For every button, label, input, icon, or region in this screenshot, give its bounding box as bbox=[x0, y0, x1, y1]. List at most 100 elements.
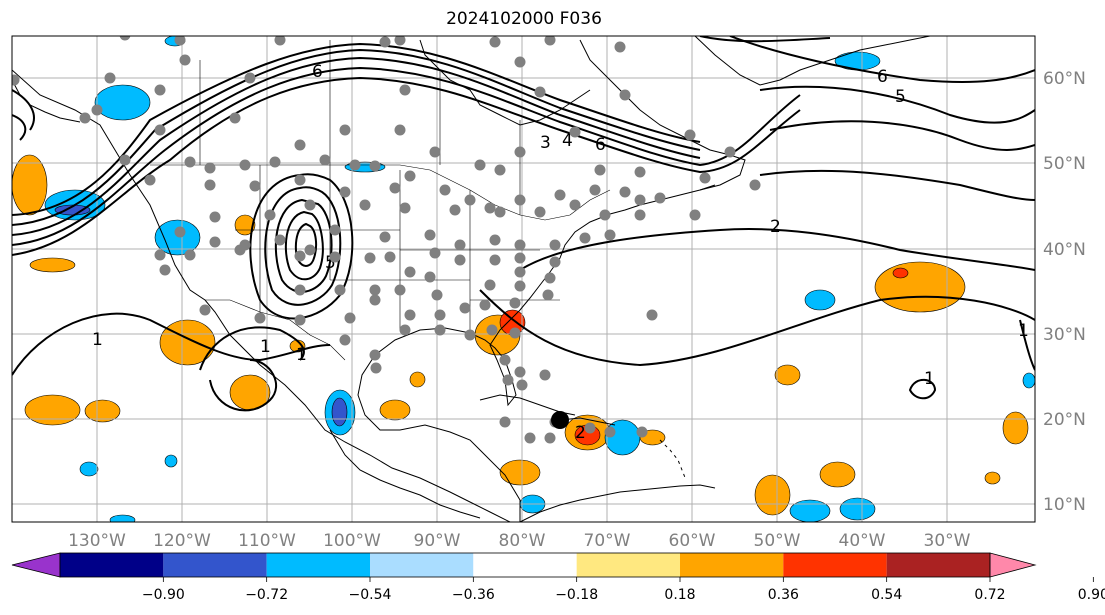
anomaly-fill-blob bbox=[604, 419, 641, 456]
station-dot bbox=[404, 170, 416, 182]
colorbar-label: 0.18 bbox=[664, 587, 695, 603]
contour-low-outer bbox=[249, 173, 354, 320]
contours bbox=[12, 36, 1035, 412]
station-dot bbox=[209, 211, 221, 223]
contour-low-2 bbox=[264, 186, 342, 306]
station-dot bbox=[499, 354, 511, 366]
anomaly-fill-blob bbox=[164, 454, 178, 468]
anomaly-fill-blob bbox=[24, 394, 81, 426]
contour-label: 1 bbox=[1018, 321, 1029, 341]
lon-tick-label: 60°W bbox=[669, 531, 716, 551]
station-dot bbox=[329, 224, 341, 236]
station-dot bbox=[474, 159, 486, 171]
station-dot bbox=[434, 309, 446, 321]
contour-label: 4 bbox=[562, 131, 573, 151]
latitude-tick-labels: 60°N 50°N 40°N 30°N 20°N 10°N bbox=[1043, 69, 1086, 515]
station-dot bbox=[209, 236, 221, 248]
contour-label: 6 bbox=[312, 62, 323, 82]
station-dot bbox=[524, 432, 536, 444]
station-dot bbox=[294, 314, 306, 326]
station-dot bbox=[514, 56, 526, 68]
colorbar-segment bbox=[576, 553, 680, 577]
lon-tick-label: 120°W bbox=[153, 531, 211, 551]
station-dot bbox=[349, 159, 361, 171]
contour-label: 1 bbox=[92, 330, 103, 350]
station-dot bbox=[104, 72, 116, 84]
anomaly-fill-blob bbox=[984, 471, 1001, 485]
station-dot bbox=[459, 302, 471, 314]
anomaly-fill-blob bbox=[499, 459, 541, 486]
station-dot bbox=[370, 362, 382, 374]
anomaly-fill-blob bbox=[774, 364, 801, 386]
station-dot bbox=[91, 104, 103, 116]
station-dot bbox=[339, 334, 351, 346]
station-dot bbox=[684, 129, 696, 141]
station-dot bbox=[516, 379, 528, 391]
anomaly-fill-blob bbox=[874, 261, 966, 313]
station-dot bbox=[604, 229, 616, 241]
station-dot bbox=[636, 426, 648, 438]
station-dot bbox=[539, 369, 551, 381]
station-dot bbox=[654, 192, 666, 204]
station-dot bbox=[394, 124, 406, 136]
anomaly-fill-blob bbox=[789, 499, 831, 522]
station-dot bbox=[364, 252, 376, 264]
station-dot bbox=[204, 179, 216, 191]
station-dot bbox=[646, 309, 658, 321]
colorbar-label: 0.54 bbox=[871, 587, 902, 603]
colorbar-min-extend bbox=[11, 552, 61, 578]
lat-tick-label: 10°N bbox=[1043, 495, 1086, 515]
colorbar-segment bbox=[60, 553, 164, 577]
station-dot bbox=[399, 324, 411, 336]
colorbar-segment bbox=[783, 553, 887, 577]
coastline-hispaniola bbox=[559, 417, 616, 426]
station-dot bbox=[429, 247, 441, 259]
lon-tick-label: 30°W bbox=[924, 531, 971, 551]
lon-tick-label: 100°W bbox=[323, 531, 381, 551]
station-dot bbox=[269, 156, 281, 168]
station-dot bbox=[369, 284, 381, 296]
station-dot bbox=[509, 297, 521, 309]
station-dot bbox=[542, 289, 554, 301]
contour-atlantic-5 bbox=[759, 85, 1035, 124]
anomaly-fill-blob bbox=[892, 267, 909, 279]
station-dot bbox=[434, 324, 446, 336]
anomaly-fill-blob bbox=[109, 514, 136, 522]
station-dot bbox=[502, 374, 514, 386]
station-dot bbox=[399, 202, 411, 214]
station-dot bbox=[384, 251, 396, 263]
contour-jet-1 bbox=[12, 76, 801, 256]
contour-atlantic-6 bbox=[729, 36, 1035, 83]
station-dot bbox=[549, 256, 561, 268]
station-dot bbox=[174, 226, 186, 238]
anomaly-fill-blob bbox=[29, 257, 76, 273]
colorbar: −0.90 −0.72 −0.54 −0.36 −0.18 0.18 0.36 0.54 0.7… bbox=[11, 552, 1105, 603]
station-dot bbox=[379, 36, 391, 48]
anomaly-fills bbox=[12, 36, 1035, 522]
contour-greenland-6 bbox=[699, 36, 831, 43]
longitude-tick-labels: 130°W 120°W 110°W 100°W 90°W 80°W 70°W 60°W 50°W… bbox=[68, 531, 971, 551]
contour-east-edge bbox=[1019, 319, 1035, 371]
station-dot bbox=[12, 74, 20, 86]
station-dot bbox=[614, 41, 626, 53]
station-dot bbox=[634, 194, 646, 206]
station-dot bbox=[544, 272, 556, 284]
colorbar-label: 0.36 bbox=[768, 587, 799, 603]
colorbar-label: 0.90 bbox=[1078, 587, 1105, 603]
station-dot bbox=[634, 166, 646, 178]
contour-labels: 6 6 5 4 3 2 1 1 1 1 6 2 1 5 bbox=[92, 62, 1029, 443]
station-dot bbox=[454, 239, 466, 251]
station-dot bbox=[389, 182, 401, 194]
lat-tick-label: 30°N bbox=[1043, 325, 1086, 345]
colorbar-label: −0.36 bbox=[452, 587, 495, 603]
station-dot bbox=[499, 416, 511, 428]
anomaly-fill-blob bbox=[1022, 372, 1035, 389]
lon-tick-label: 70°W bbox=[584, 531, 631, 551]
station-dot bbox=[174, 36, 186, 46]
station-dot bbox=[229, 112, 241, 124]
contour-atlantic-2 bbox=[519, 228, 1035, 271]
colorbar-segment bbox=[473, 553, 577, 577]
coastline-south-america bbox=[519, 484, 716, 522]
station-dot bbox=[484, 202, 496, 214]
station-dot bbox=[431, 289, 443, 301]
